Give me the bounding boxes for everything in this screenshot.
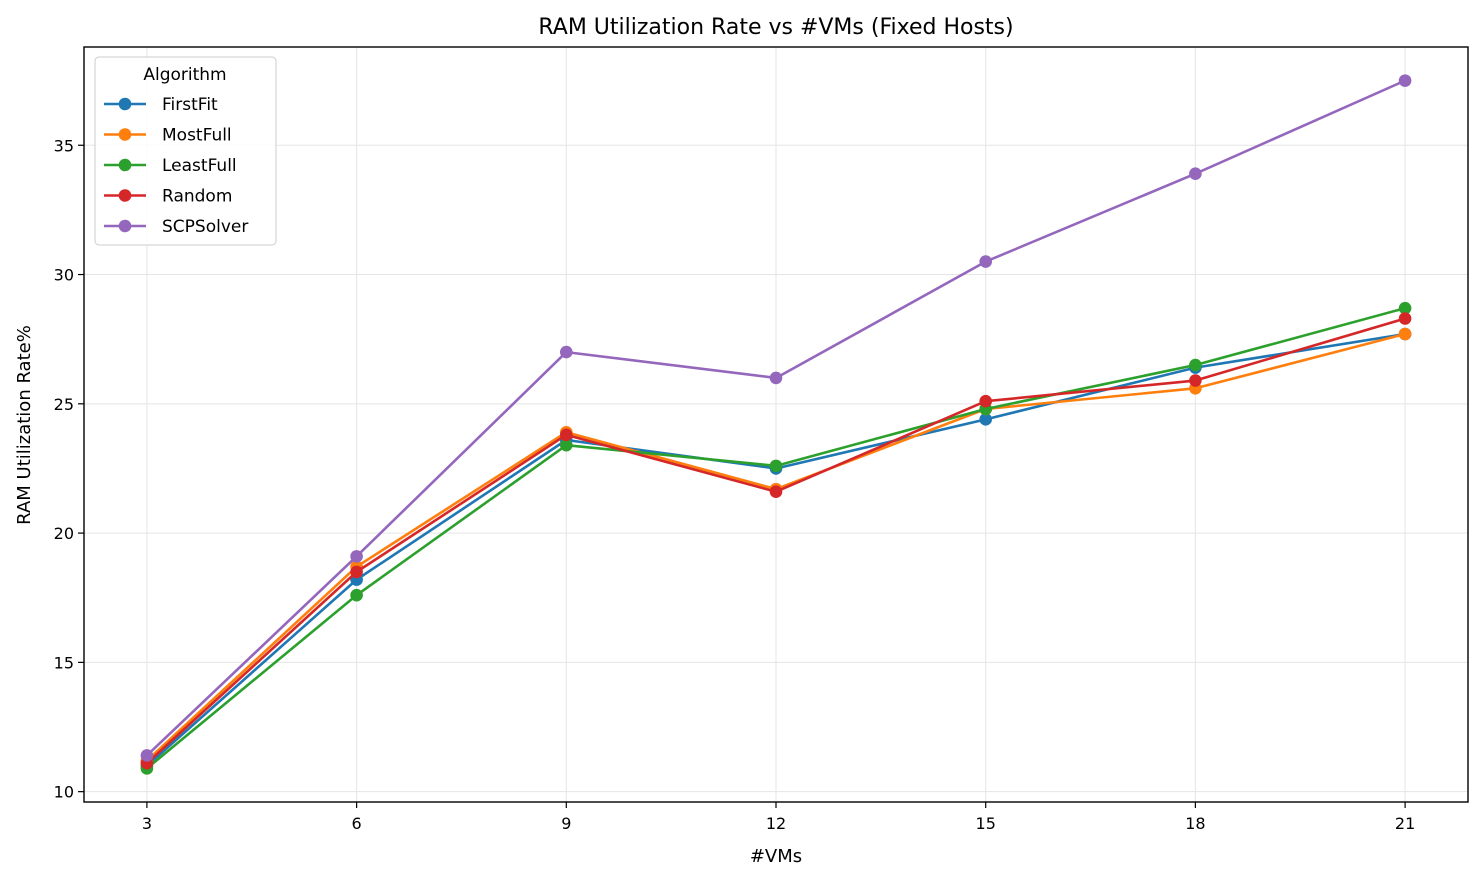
- legend-marker: [118, 158, 132, 172]
- data-point: [1398, 312, 1412, 325]
- series-layer: [140, 74, 1412, 775]
- data-point: [350, 588, 363, 602]
- x-tick-label: 9: [561, 814, 571, 833]
- legend-item: LeastFull: [104, 156, 237, 176]
- legend-item: Random: [104, 187, 232, 207]
- legend-marker: [118, 189, 132, 202]
- chart-title: RAM Utilization Rate vs #VMs (Fixed Host…: [538, 15, 1013, 40]
- legend-marker: [118, 128, 132, 141]
- legend-label: MostFull: [162, 126, 232, 146]
- legend-marker: [118, 97, 132, 111]
- x-tick-label: 3: [142, 814, 152, 833]
- data-point: [560, 428, 573, 442]
- legend-title: Algorithm: [143, 65, 226, 85]
- series-random: [140, 312, 1412, 770]
- data-point: [1398, 327, 1412, 341]
- y-tick-label: 20: [54, 524, 74, 543]
- x-axis-label: #VMs: [750, 846, 802, 867]
- data-point: [1189, 374, 1202, 387]
- data-point: [560, 345, 573, 359]
- data-point: [979, 413, 992, 426]
- y-tick-label: 25: [54, 395, 74, 414]
- data-point: [350, 550, 363, 563]
- x-tick-label: 6: [352, 814, 362, 833]
- legend-item: SCPSolver: [104, 217, 248, 237]
- grid-lines: [84, 47, 1468, 802]
- data-point: [769, 371, 783, 385]
- legend-label: Random: [162, 187, 232, 207]
- legend-label: SCPSolver: [162, 217, 248, 237]
- legend-item: FirstFit: [104, 95, 218, 115]
- data-point: [1189, 167, 1202, 180]
- legend-marker: [118, 219, 132, 233]
- x-tick-label: 18: [1185, 814, 1205, 833]
- data-point: [1398, 301, 1412, 315]
- series-scpsolver: [140, 74, 1412, 762]
- data-point: [979, 394, 992, 408]
- y-axis-label: RAM Utilization Rate%: [14, 325, 35, 525]
- data-point: [769, 459, 783, 473]
- axis-ticks: 3 6 9 12 15 18 21 10 15 20 25 30 35: [54, 136, 1416, 833]
- data-point: [1398, 74, 1412, 87]
- legend-label: FirstFit: [162, 95, 218, 115]
- data-point: [769, 485, 783, 499]
- y-tick-label: 30: [54, 266, 74, 285]
- data-point: [560, 438, 573, 452]
- data-point: [979, 255, 992, 268]
- data-point: [350, 565, 363, 579]
- legend: Algorithm FirstFit MostFull LeastFull Rando…: [94, 56, 277, 246]
- data-point: [1189, 358, 1202, 372]
- y-tick-label: 35: [54, 136, 74, 155]
- data-point: [140, 749, 154, 762]
- legend-item: MostFull: [104, 126, 232, 146]
- x-tick-label: 21: [1395, 814, 1415, 833]
- y-tick-label: 10: [54, 783, 74, 802]
- y-tick-label: 15: [54, 653, 74, 672]
- legend-label: LeastFull: [162, 156, 237, 176]
- x-tick-label: 12: [766, 814, 786, 833]
- legend-items: FirstFit MostFull LeastFull Random SCPSolver: [104, 95, 248, 237]
- x-tick-label: 15: [976, 814, 996, 833]
